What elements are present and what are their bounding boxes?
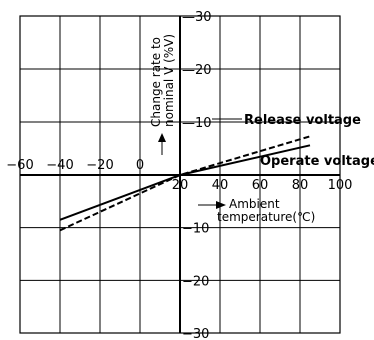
x-tick-label: 0: [136, 158, 144, 173]
x-axis-title-line: temperature(℃): [217, 210, 315, 224]
x-tick-label: 40: [212, 178, 229, 193]
y-axis-title-line: Change rate to: [149, 37, 163, 127]
y-tick-labels: —30 —20 —10 −10 −20 −30: [182, 10, 212, 340]
y-tick-label: —30: [182, 10, 212, 25]
series-line-operate-voltage: [59, 144, 311, 221]
y-tick-label: —20: [182, 63, 212, 78]
x-tick-labels: −60 −40 −20 0 20 40 60 80 100: [6, 158, 352, 193]
y-tick-label: −10: [182, 222, 209, 237]
series-label-release-voltage: Release voltage: [244, 113, 361, 128]
labels: Release voltage Operate voltage Change rat…: [149, 34, 374, 224]
y-axis-title: Change rate tonominal V (%V): [149, 34, 176, 127]
y-axis-title-line: nominal V (%V): [162, 34, 176, 127]
x-tick-label: −40: [46, 158, 73, 173]
series-label-operate-voltage: Operate voltage: [260, 154, 374, 169]
x-tick-label: 100: [328, 178, 353, 193]
x-axis-arrow-head: [216, 201, 226, 209]
x-axis-title-line: Ambient: [229, 197, 280, 211]
y-tick-label: −20: [182, 274, 209, 289]
x-tick-label: 80: [292, 178, 309, 193]
x-tick-label: 60: [252, 178, 269, 193]
y-tick-label: —10: [182, 116, 212, 131]
series: [59, 135, 311, 232]
x-tick-label: 20: [172, 178, 189, 193]
y-axis-arrow-head: [158, 133, 166, 142]
y-tick-label: −30: [182, 327, 209, 340]
x-tick-label: −20: [86, 158, 113, 173]
x-tick-label: −60: [6, 158, 33, 173]
